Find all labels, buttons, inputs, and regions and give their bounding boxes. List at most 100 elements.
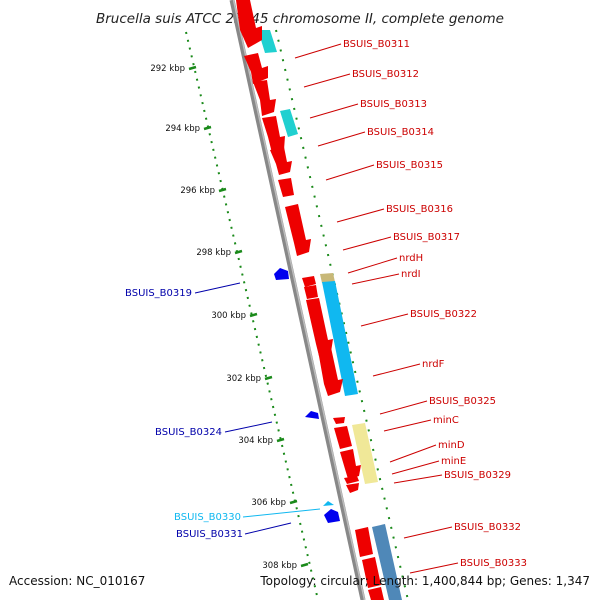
gene-label-leader <box>391 460 440 475</box>
tick-mark <box>234 249 243 255</box>
feature-track <box>258 30 402 600</box>
gene-arrow-forward <box>368 587 384 600</box>
map-title: Brucella suis ATCC 23445 chromosome II, … <box>96 11 504 27</box>
tick-labels: 292 kbp 294 kbp 296 kbp 298 kbp 300 kbp 302 k… <box>150 64 297 571</box>
gene-arrow-forward <box>340 449 361 479</box>
tick-mark <box>300 562 309 568</box>
gene-arrow-forward <box>346 483 359 493</box>
gene-label[interactable]: BSUIS_B0322 <box>410 309 477 320</box>
gene-arrow-reverse <box>274 268 289 280</box>
gene-arrow-forward <box>302 276 316 287</box>
gene-label-leader <box>347 257 398 274</box>
gene-label[interactable]: BSUIS_B0333 <box>460 558 527 569</box>
tick-mark <box>289 499 298 505</box>
gene-label[interactable]: BSUIS_B0316 <box>386 204 453 215</box>
gene-label-leader <box>403 526 453 539</box>
gene-arrow-forward <box>355 527 373 557</box>
gene-arrows <box>236 0 384 600</box>
gene-label[interactable]: BSUIS_B0329 <box>444 470 511 481</box>
tick-label: 294 kbp <box>165 124 200 134</box>
feature-box-khaki <box>320 273 335 283</box>
tick-mark <box>188 65 197 71</box>
gene-arrow-reverse <box>305 411 319 419</box>
gene-label[interactable]: BSUIS_B0325 <box>429 396 496 407</box>
gene-arrow-forward <box>362 557 381 588</box>
tick-label: 302 kbp <box>226 374 261 384</box>
gene-arrow-forward <box>334 426 352 449</box>
gene-label-leader <box>409 562 459 574</box>
gene-label[interactable]: BSUIS_B0313 <box>360 99 427 110</box>
gene-label[interactable]: minC <box>433 415 459 426</box>
gene-label-leader <box>242 508 321 518</box>
gene-label-leader <box>360 313 409 327</box>
gene-label-leader <box>325 164 375 181</box>
gene-arrow-forward <box>236 0 262 48</box>
tick-mark <box>249 312 258 318</box>
gene-label[interactable]: BSUIS_B0311 <box>343 39 410 50</box>
tick-mark <box>203 125 212 131</box>
accession-text: Accession: NC_010167 <box>9 574 146 588</box>
gene-label[interactable]: BSUIS_B0315 <box>376 160 443 171</box>
gene-label[interactable]: minD <box>438 440 465 451</box>
genome-backbone <box>229 0 366 600</box>
feature-box-pale-yellow <box>352 423 378 484</box>
gene-label-leader <box>336 208 385 223</box>
gene-arrow-forward <box>317 343 343 396</box>
gene-arrow-forward <box>244 53 268 84</box>
gene-label-leader <box>244 522 292 535</box>
tick-label: 306 kbp <box>251 498 286 508</box>
label-leaders <box>194 43 459 574</box>
feature-box-teal <box>258 30 277 53</box>
gene-label-leader <box>383 419 432 432</box>
tick-marks <box>188 65 309 568</box>
gene-arrow-forward <box>278 178 294 197</box>
gene-labels: BSUIS_B0311 BSUIS_B0312 BSUIS_B0313 BSUIS_B… <box>125 39 527 569</box>
gene-label[interactable]: BSUIS_B0324 <box>155 427 222 438</box>
tick-label: 308 kbp <box>262 561 297 571</box>
gene-label-leader <box>389 444 437 463</box>
tick-label: 296 kbp <box>180 186 215 196</box>
gene-label[interactable]: BSUIS_B0332 <box>454 522 521 533</box>
gene-label-leader <box>294 43 342 59</box>
gene-label[interactable]: BSUIS_B0319 <box>125 288 192 299</box>
gene-label[interactable]: BSUIS_B0312 <box>352 69 419 80</box>
tick-mark <box>276 437 285 443</box>
gene-label-leader <box>342 236 392 251</box>
gene-arrow-forward <box>253 80 276 116</box>
gene-label-leader <box>372 363 421 377</box>
gene-label[interactable]: nrdI <box>401 269 421 280</box>
gene-arrow-reverse <box>323 501 334 506</box>
gene-label[interactable]: BSUIS_B0317 <box>393 232 460 243</box>
gene-label[interactable]: BSUIS_B0330 <box>174 512 241 523</box>
gene-label[interactable]: nrdH <box>399 253 423 264</box>
gene-label[interactable]: BSUIS_B0314 <box>367 127 434 138</box>
gene-label-leader <box>317 131 366 147</box>
gene-arrow-forward <box>344 476 359 484</box>
gene-arrow-forward <box>306 298 333 356</box>
feature-box-blue <box>322 281 358 396</box>
tick-label: 300 kbp <box>211 311 246 321</box>
feature-box-steel <box>372 524 402 600</box>
gene-label[interactable]: BSUIS_B0331 <box>176 529 243 540</box>
gene-label[interactable]: minE <box>441 456 466 467</box>
tick-label: 298 kbp <box>196 248 231 258</box>
gene-label-leader <box>309 103 359 119</box>
gene-arrow-forward <box>304 285 318 299</box>
tick-mark <box>218 187 227 193</box>
gene-arrow-forward <box>333 417 345 424</box>
gene-label-leader <box>379 400 428 415</box>
feature-box-teal <box>280 109 298 137</box>
gene-label-leader <box>303 73 351 88</box>
gene-arrow-reverse <box>324 509 340 523</box>
gene-label-leader <box>224 421 273 433</box>
genome-summary-text: Topology: circular; Length: 1,400,844 bp… <box>260 574 590 588</box>
tick-mark <box>264 375 273 381</box>
gene-arrow-forward <box>262 116 285 153</box>
gene-label[interactable]: nrdF <box>422 359 445 370</box>
gene-label-leader <box>194 282 241 294</box>
tick-label: 292 kbp <box>150 64 185 74</box>
tick-label: 304 kbp <box>238 436 273 446</box>
gene-arrow-forward <box>270 147 292 175</box>
gene-label-leader <box>393 474 443 484</box>
